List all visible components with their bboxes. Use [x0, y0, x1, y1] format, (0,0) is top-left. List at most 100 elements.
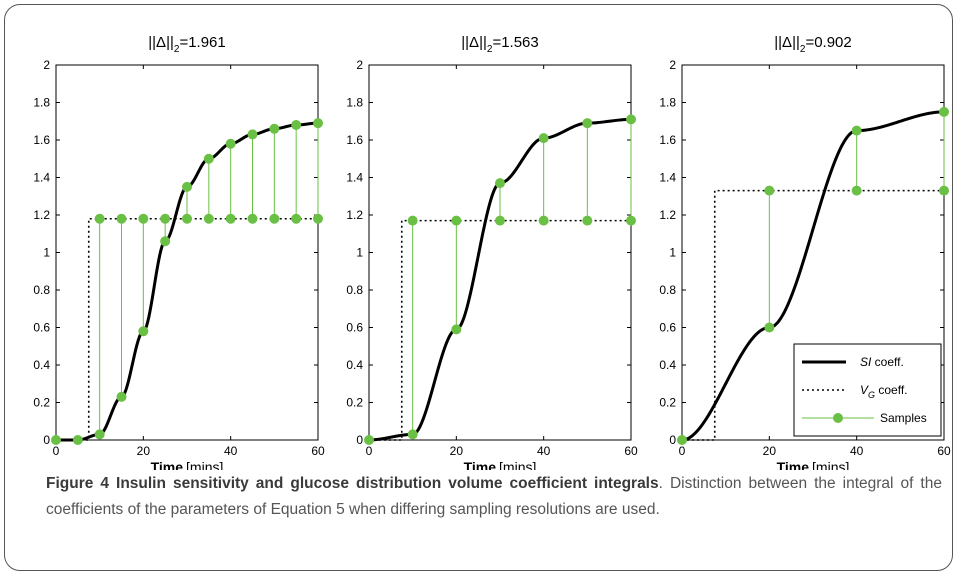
sample-point-vg [407, 215, 418, 226]
sample-point-si [407, 429, 418, 440]
sample-point-si [364, 435, 374, 445]
sample-point-vg [182, 213, 192, 224]
y-tick-label: 1.4 [659, 171, 676, 185]
sample-point-si [94, 429, 105, 440]
y-tick-label: 0 [356, 433, 363, 447]
legend-entry-label: Samples [880, 411, 927, 425]
y-tick-label: 0.2 [659, 396, 676, 410]
sample-point-si [313, 118, 323, 129]
sample-point-vg [626, 215, 636, 226]
y-tick-label: 0.4 [346, 358, 363, 372]
y-tick-label: 2 [43, 58, 50, 72]
y-tick-label: 2 [356, 58, 363, 72]
x-tick-label: 40 [537, 444, 551, 458]
sample-point-vg [138, 213, 149, 224]
sample-point-vg [939, 185, 949, 196]
x-tick-label: 60 [624, 444, 638, 458]
sample-point-si [247, 129, 258, 140]
sample-point-vg [116, 213, 127, 224]
vg-coeff-line [369, 219, 631, 441]
sample-point-si [138, 326, 149, 337]
y-tick-label: 1.4 [346, 171, 363, 185]
y-tick-label: 0.6 [346, 321, 363, 335]
sample-point-vg [94, 213, 105, 224]
y-tick-label: 1.4 [33, 171, 50, 185]
sample-point-vg [582, 215, 593, 226]
y-tick-label: 0.8 [33, 283, 50, 297]
y-tick-label: 1.8 [33, 96, 50, 110]
x-tick-label: 60 [937, 444, 951, 458]
chart-title: ||Δ||2=0.902 [774, 34, 851, 55]
y-tick-label: 1.2 [659, 208, 676, 222]
y-tick-label: 1.6 [659, 133, 676, 147]
y-tick-label: 1 [43, 246, 50, 260]
sample-point-si [764, 322, 775, 333]
y-tick-label: 0.8 [346, 283, 363, 297]
caption-label: Figure 4 [46, 475, 109, 492]
y-tick-label: 1.8 [346, 96, 363, 110]
y-tick-label: 1 [669, 246, 676, 260]
x-tick-label: 20 [137, 444, 151, 458]
si-coeff-curve [681, 110, 944, 442]
x-tick-label: 0 [53, 444, 60, 458]
y-tick-label: 1 [356, 246, 363, 260]
figure-frame [4, 4, 953, 571]
y-tick-label: 1.6 [346, 133, 363, 147]
x-tick-label: 40 [224, 444, 238, 458]
legend-entry-label: SI coeff. [860, 355, 904, 369]
x-tick-label: 40 [850, 444, 864, 458]
sample-point-si [582, 118, 593, 129]
sample-point-vg [764, 185, 775, 196]
y-tick-label: 0.4 [659, 358, 676, 372]
sample-point-vg [538, 215, 549, 226]
sample-point-vg [203, 213, 214, 224]
sample-point-si [851, 125, 862, 136]
chart-title: ||Δ||2=1.961 [148, 34, 225, 55]
x-axis-label: Time [mins] [464, 459, 537, 470]
x-tick-label: 20 [450, 444, 464, 458]
sample-point-si [495, 178, 505, 189]
x-tick-label: 0 [366, 444, 373, 458]
y-tick-label: 0 [669, 433, 676, 447]
sample-point-si [203, 153, 214, 164]
sample-point-vg [313, 213, 323, 224]
axes-box [55, 64, 319, 441]
legend-entry-label: VG coeff. [860, 383, 908, 400]
y-tick-label: 1.2 [33, 208, 50, 222]
legend: SI coeff. VG coeff. Samples [793, 343, 942, 437]
sample-point-si [182, 181, 192, 192]
sample-point-vg [160, 213, 171, 224]
x-axis-label: Time [mins] [151, 459, 224, 470]
x-axis-label: Time [mins] [777, 459, 850, 470]
x-tick-label: 60 [311, 444, 325, 458]
sample-point-vg [291, 213, 302, 224]
sample-point-si [269, 123, 280, 134]
sample-point-si [72, 435, 83, 445]
x-tick-label: 20 [763, 444, 777, 458]
y-tick-label: 1.2 [346, 208, 363, 222]
sample-point-si [160, 236, 171, 247]
vg-coeff-line [682, 189, 944, 441]
sample-point-vg [269, 213, 280, 224]
sample-point-si [51, 435, 61, 445]
sample-point-si [225, 138, 236, 149]
sample-point-si [291, 120, 302, 130]
figure-caption: Figure 4 Insulin sensitivity and glucose… [46, 471, 942, 523]
sample-point-si [626, 114, 636, 125]
sample-point-si [538, 133, 549, 144]
sample-point-si [116, 391, 127, 402]
y-tick-label: 0 [43, 433, 50, 447]
caption-period: . [658, 475, 663, 492]
sample-point-vg [451, 215, 462, 226]
sample-point-si [677, 435, 687, 445]
y-tick-label: 0.4 [33, 358, 50, 372]
caption-title: Insulin sensitivity and glucose distribu… [116, 475, 659, 492]
y-tick-label: 1.6 [33, 133, 50, 147]
y-tick-label: 0.2 [346, 396, 363, 410]
sample-point-vg [225, 213, 236, 224]
caption-description: Distinction between the integral of the … [46, 475, 942, 518]
